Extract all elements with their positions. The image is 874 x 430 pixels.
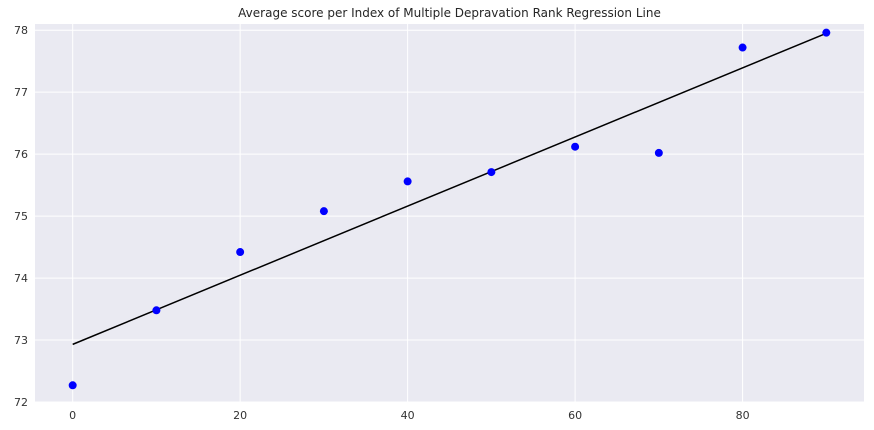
y-tick-label: 76	[14, 148, 28, 161]
y-tick-label: 73	[14, 334, 28, 347]
data-point	[236, 248, 245, 257]
data-point	[487, 168, 496, 177]
regression-line	[72, 32, 827, 346]
chart-title: Average score per Index of Multiple Depr…	[238, 6, 661, 20]
x-tick-label: 20	[233, 409, 247, 422]
x-tick-label: 80	[736, 409, 750, 422]
data-point	[403, 177, 412, 186]
regression-line-layer	[72, 32, 827, 346]
y-tick-label: 75	[14, 210, 28, 223]
data-point	[822, 28, 831, 37]
x-tick-label: 40	[401, 409, 415, 422]
scatter-points	[68, 28, 831, 390]
y-tick-label: 74	[14, 272, 28, 285]
x-axis-ticks: 0 20 40 60 80	[69, 409, 749, 422]
data-point	[152, 306, 161, 315]
y-tick-label: 78	[14, 24, 28, 37]
x-tick-label: 60	[568, 409, 582, 422]
data-point	[654, 148, 663, 157]
data-point	[571, 142, 580, 151]
y-tick-label: 72	[14, 396, 28, 409]
y-axis-ticks: 72 73 74 75 76 77 78	[14, 24, 28, 409]
grid	[35, 24, 864, 403]
x-tick-label: 0	[69, 409, 76, 422]
y-tick-label: 77	[14, 86, 28, 99]
plot-area	[35, 24, 864, 402]
data-point	[319, 207, 328, 216]
data-point	[738, 43, 747, 52]
data-point	[68, 381, 77, 390]
